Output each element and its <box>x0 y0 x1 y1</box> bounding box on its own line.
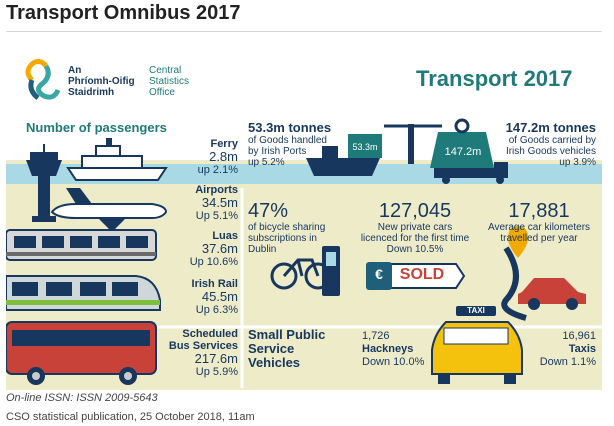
logo-english-name: Central Statistics Office <box>149 65 189 98</box>
luas-change: Up 10.6% <box>189 256 238 268</box>
issn-text: On-line ISSN: ISSN 2009-5643 <box>6 392 158 404</box>
bike-station-icon <box>322 246 340 296</box>
goods-desc-line1: of Goods carried by <box>508 135 596 146</box>
ferry-change: up 2.1% <box>197 164 238 176</box>
goods-vehicles-stat: 147.2m tonnes of Goods carried by Irish … <box>464 120 596 168</box>
irish-rail-stat: Irish Rail 45.5m Up 6.3% <box>156 278 238 316</box>
luas-tram-icon <box>6 229 157 261</box>
ship-cargo-label: 53.3m <box>352 142 378 152</box>
cars-desc-line2: licenced for the first time <box>360 233 470 244</box>
hackneys-value: 1,726 <box>362 330 390 342</box>
logo-english-line1: Central <box>149 65 182 76</box>
title-divider <box>6 31 602 32</box>
cars-desc-line1: New private cars <box>377 222 453 233</box>
truck-icon <box>434 162 508 184</box>
taxis-stat: 16,961 Taxis Down 1.1% <box>526 330 596 369</box>
ferry-value: 2.8m <box>209 149 238 164</box>
km-desc-line1: Average car kilometers <box>487 222 591 233</box>
bikes-desc-line2: subscriptions in <box>248 233 317 244</box>
bikes-desc-line1: of bicycle sharing <box>248 222 326 233</box>
bus-icon <box>6 321 157 385</box>
location-pin-icon <box>508 226 528 258</box>
airports-change: Up 5.1% <box>195 210 238 222</box>
red-car-icon <box>518 278 586 310</box>
goods-desc-line2: Irish Goods vehicles <box>505 146 596 157</box>
sold-tag-icon <box>366 262 466 290</box>
irish-rail-value: 45.5m <box>201 289 238 304</box>
luas-value: 37.6m <box>201 241 238 256</box>
spsv-heading-line1: Small Public <box>248 327 326 342</box>
taxi-sign: TAXI <box>467 306 485 315</box>
hackneys-change: Down 10.0% <box>362 356 425 368</box>
logo-irish-line1: An <box>68 65 82 76</box>
spsv-heading-line2: Service <box>248 341 295 356</box>
passengers-heading: Number of passengers <box>26 120 167 135</box>
bikes-desc-line3: Dublin <box>248 244 277 255</box>
logo-english-line3: Office <box>149 87 175 98</box>
goods-vehicles-value: 147.2m tonnes <box>505 120 596 135</box>
bikes-stat: 47% of bicycle sharing subscriptions in … <box>248 200 358 255</box>
page-title: Transport Omnibus 2017 <box>6 2 241 24</box>
weight-label: 147.2m <box>444 146 482 158</box>
euro-icon: € <box>375 266 383 282</box>
bus-label-line2: Bus Services <box>168 340 238 352</box>
sold-label: SOLD <box>399 266 445 283</box>
control-tower-icon <box>26 144 62 222</box>
luas-stat: Luas 37.6m Up 10.6% <box>156 230 238 268</box>
weight-icon <box>430 118 494 168</box>
irish-rail-change: Up 6.3% <box>195 304 238 316</box>
cars-value: 127,045 <box>378 200 452 222</box>
spsv-heading: Small Public Service Vehicles <box>248 328 325 370</box>
ferry-icon <box>66 138 168 181</box>
luas-label: Luas <box>212 230 238 242</box>
irish-rail-train-icon <box>6 275 161 311</box>
ports-desc-line2: by Irish Ports <box>248 146 307 157</box>
infographic-canvas <box>6 38 602 390</box>
crane-icon <box>384 124 442 164</box>
logo-irish-line3: Staidrimh <box>68 87 115 98</box>
logo-irish-name: An Phríomh-Oifig Staidrimh <box>68 65 135 98</box>
spsv-heading-line3: Vehicles <box>248 355 301 370</box>
ports-value: 53.3m tonnes <box>248 120 332 135</box>
bus-change: Up 5.9% <box>195 366 238 378</box>
taxis-value: 16,961 <box>562 330 596 342</box>
airports-label: Airports <box>195 184 238 196</box>
airports-value: 34.5m <box>201 195 238 210</box>
bus-value: 217.6m <box>194 351 238 366</box>
road-icon <box>501 246 527 321</box>
publication-text: CSO statistical publication, 25 October … <box>6 411 255 423</box>
cars-change: Down 10.5% <box>386 244 444 255</box>
airports-stat: Airports 34.5m Up 5.1% <box>156 184 238 222</box>
taxis-label: Taxis <box>568 343 596 355</box>
km-stat: 17,881 Average car kilometers travelled … <box>480 200 598 244</box>
cargo-ship-icon <box>306 134 382 176</box>
logo-english-line2: Statistics <box>149 76 190 87</box>
km-desc-line2: travelled per year <box>500 233 578 244</box>
header-title: Transport 2017 <box>416 66 573 91</box>
airplane-icon <box>50 188 168 232</box>
hackneys-stat: 1,726 Hackneys Down 10.0% <box>362 330 432 369</box>
cars-stat: 127,045 New private cars licenced for th… <box>352 200 478 255</box>
ferry-label: Ferry <box>210 138 238 150</box>
ports-stat: 53.3m tonnes of Goods handled by Irish P… <box>248 120 378 168</box>
bus-stat: Scheduled Bus Services 217.6m Up 5.9% <box>156 328 238 378</box>
km-value: 17,881 <box>508 200 570 222</box>
logo-irish-line2: Phríomh-Oifig <box>68 76 135 87</box>
ferry-stat: Ferry 2.8m up 2.1% <box>156 138 238 176</box>
ports-desc-line1: of Goods handled <box>248 135 327 146</box>
irish-rail-label: Irish Rail <box>191 278 238 290</box>
bus-label-line1: Scheduled <box>182 328 238 340</box>
taxi-icon <box>431 306 523 384</box>
bikes-value: 47% <box>248 200 289 222</box>
infographic: An Phríomh-Oifig Staidrimh Central Stati… <box>6 38 602 390</box>
goods-change: up 3.9% <box>559 157 596 168</box>
taxis-change: Down 1.1% <box>539 356 596 368</box>
hackneys-label: Hackneys <box>362 343 414 355</box>
cso-logo-icon <box>25 58 61 100</box>
ports-change: up 5.2% <box>248 157 285 168</box>
